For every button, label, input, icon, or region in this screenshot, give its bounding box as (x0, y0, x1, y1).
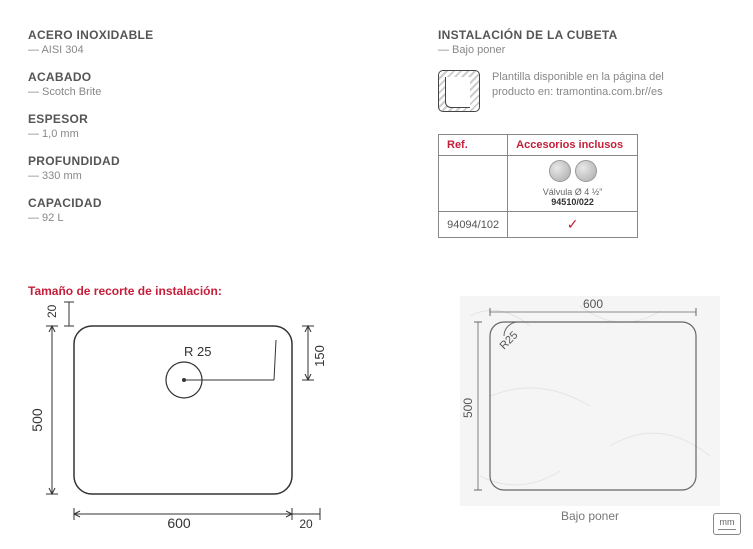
check-icon: ✓ (567, 216, 579, 232)
radius-label: R 25 (184, 344, 211, 359)
table-row: Válvula Ø 4 ½" 94510/022 (439, 156, 638, 212)
spec-thickness: ESPESOR — 1,0 mm (28, 112, 228, 140)
spec-title: PROFUNDIDAD (28, 154, 228, 168)
install-diagram: R25 600 500 Bajo poner (460, 296, 720, 526)
spec-steel: ACERO INOXIDABLE — AISI 304 (28, 28, 228, 56)
accessories-table: Ref. Accesorios inclusos Válvula Ø 4 ½" … (438, 134, 638, 238)
table-header-row: Ref. Accesorios inclusos (439, 135, 638, 156)
valve-icon (547, 160, 599, 182)
th-acc: Accesorios inclusos (508, 135, 638, 156)
unit-badge: mm (713, 513, 741, 535)
template-row: Plantilla disponible en la página del pr… (438, 70, 728, 112)
spec-finish: ACABADO — Scotch Brite (28, 70, 228, 98)
template-text: Plantilla disponible en la página del pr… (492, 70, 664, 101)
specs-left: ACERO INOXIDABLE — AISI 304 ACABADO — Sc… (28, 28, 228, 238)
spec-title: CAPACIDAD (28, 196, 228, 210)
dim-width: 600 (583, 297, 603, 311)
cell-valve: Válvula Ø 4 ½" 94510/022 (508, 156, 638, 212)
spec-title: INSTALACIÓN DE LA CUBETA (438, 28, 728, 42)
spec-value: — 92 L (28, 212, 228, 224)
spec-depth: PROFUNDIDAD — 330 mm (28, 154, 228, 182)
spec-title: ESPESOR (28, 112, 228, 126)
specs-right: INSTALACIÓN DE LA CUBETA — Bajo poner Pl… (438, 28, 728, 238)
unit-text: mm (720, 517, 735, 527)
dim-right: 20 (299, 517, 313, 531)
install-caption: Bajo poner (561, 509, 619, 523)
template-line: producto en: tramontina.com.br//es (492, 85, 664, 100)
table-row: 94094/102 ✓ (439, 212, 638, 238)
spec-title: ACABADO (28, 70, 228, 84)
dim-drain: 150 (312, 345, 327, 367)
valve-label: Válvula Ø 4 ½" (514, 187, 631, 197)
spec-value: — Scotch Brite (28, 86, 228, 98)
spec-install: INSTALACIÓN DE LA CUBETA — Bajo poner (438, 28, 728, 56)
cell-check: ✓ (508, 212, 638, 238)
cell-empty (439, 156, 508, 212)
template-line: Plantilla disponible en la página del (492, 70, 664, 85)
spec-value: — 330 mm (28, 170, 228, 182)
spec-value: — AISI 304 (28, 44, 228, 56)
cell-ref: 94094/102 (439, 212, 508, 238)
spec-value: — 1,0 mm (28, 128, 228, 140)
spec-title: ACERO INOXIDABLE (28, 28, 228, 42)
spec-value: — Bajo poner (438, 44, 728, 56)
dim-width: 600 (167, 515, 191, 531)
dim-height: 500 (29, 408, 45, 432)
valve-ref: 94510/022 (514, 197, 631, 207)
spec-capacity: CAPACIDAD — 92 L (28, 196, 228, 224)
th-ref: Ref. (439, 135, 508, 156)
template-icon (438, 70, 480, 112)
dim-top: 20 (45, 304, 59, 318)
dim-height: 500 (461, 398, 475, 418)
cutout-diagram: 20 500 R 25 150 600 20 (24, 296, 344, 536)
